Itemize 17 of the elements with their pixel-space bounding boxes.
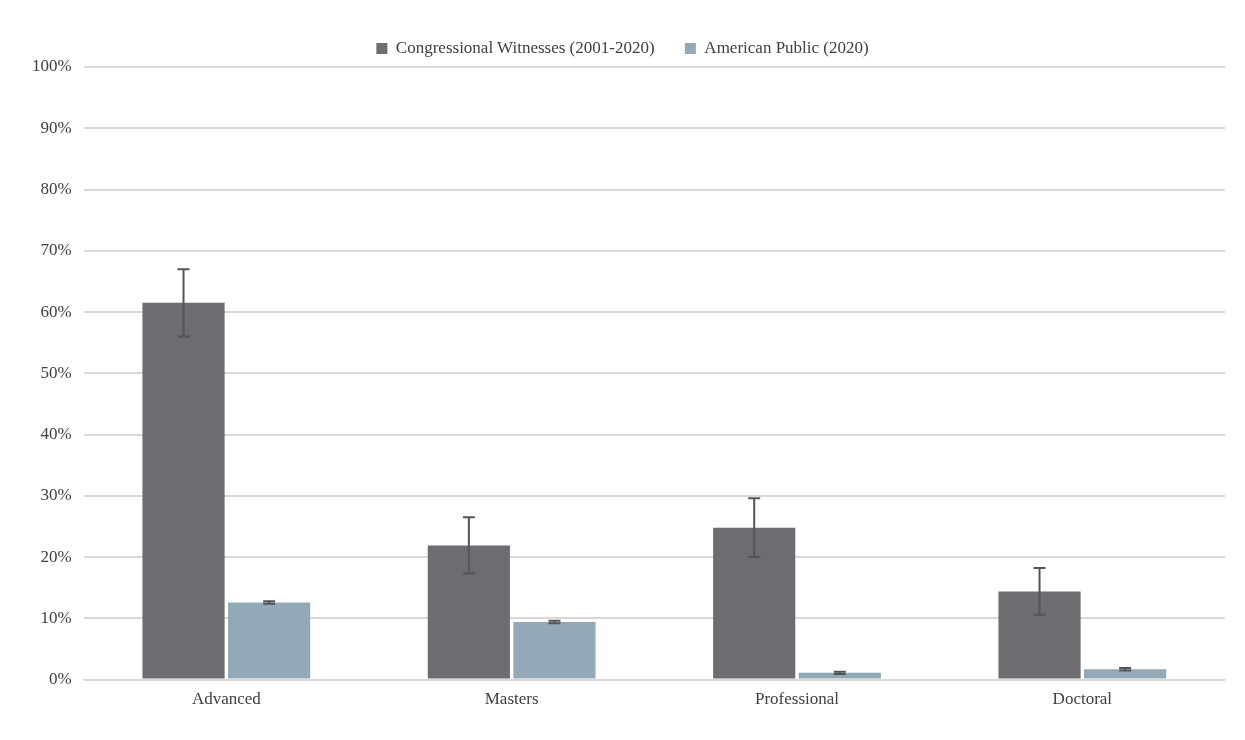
- y-tick-label: 20%: [40, 546, 72, 566]
- y-tick-label: 10%: [40, 607, 72, 627]
- x-tick-label: Advanced: [191, 689, 262, 709]
- y-tick-label: 0%: [48, 669, 72, 689]
- y-tick-label: 40%: [40, 424, 72, 444]
- legend-label: Congressional Witnesses (2001-2020): [395, 37, 655, 57]
- x-tick-label: Doctoral: [1052, 689, 1113, 709]
- y-tick-label: 60%: [40, 301, 72, 321]
- y-tick-label: 100%: [31, 56, 72, 76]
- legend-label: American Public (2020): [704, 37, 869, 57]
- x-tick-label: Professional: [754, 689, 840, 709]
- y-tick-label: 70%: [40, 240, 72, 260]
- y-tick-label: 30%: [40, 485, 72, 505]
- x-tick-label: Masters: [484, 689, 539, 709]
- y-tick-label: 50%: [40, 362, 72, 382]
- y-tick-label: 80%: [40, 178, 72, 198]
- y-tick-label: 90%: [40, 117, 72, 137]
